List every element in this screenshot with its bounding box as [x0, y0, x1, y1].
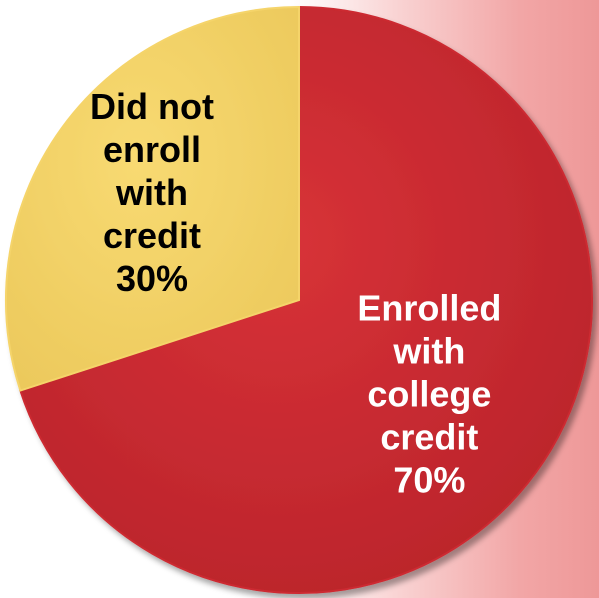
- slice-label-did-not-enroll: Did not enroll with credit 30%: [90, 86, 214, 299]
- slice-label-line: credit: [380, 417, 478, 458]
- pie-labels: Enrolled with college credit 70%Did not enrol…: [90, 86, 501, 500]
- slice-label-line: Enrolled: [357, 288, 501, 329]
- pie-slice-did-not-enroll: [5, 5, 300, 392]
- slice-label-line: with: [392, 331, 465, 372]
- slice-label-enrolled: Enrolled with college credit 70%: [357, 288, 501, 501]
- pie-slice-enrolled: [19, 5, 593, 594]
- slice-label-line: with: [115, 172, 188, 213]
- pie-slices: [5, 5, 593, 594]
- slice-label-line: Did not: [90, 86, 214, 127]
- slice-label-line: college: [367, 374, 491, 415]
- slice-value-label: 30%: [116, 258, 188, 299]
- slice-label-line: enroll: [103, 129, 201, 170]
- slice-value-label: 70%: [393, 460, 465, 501]
- slice-label-line: credit: [103, 215, 201, 256]
